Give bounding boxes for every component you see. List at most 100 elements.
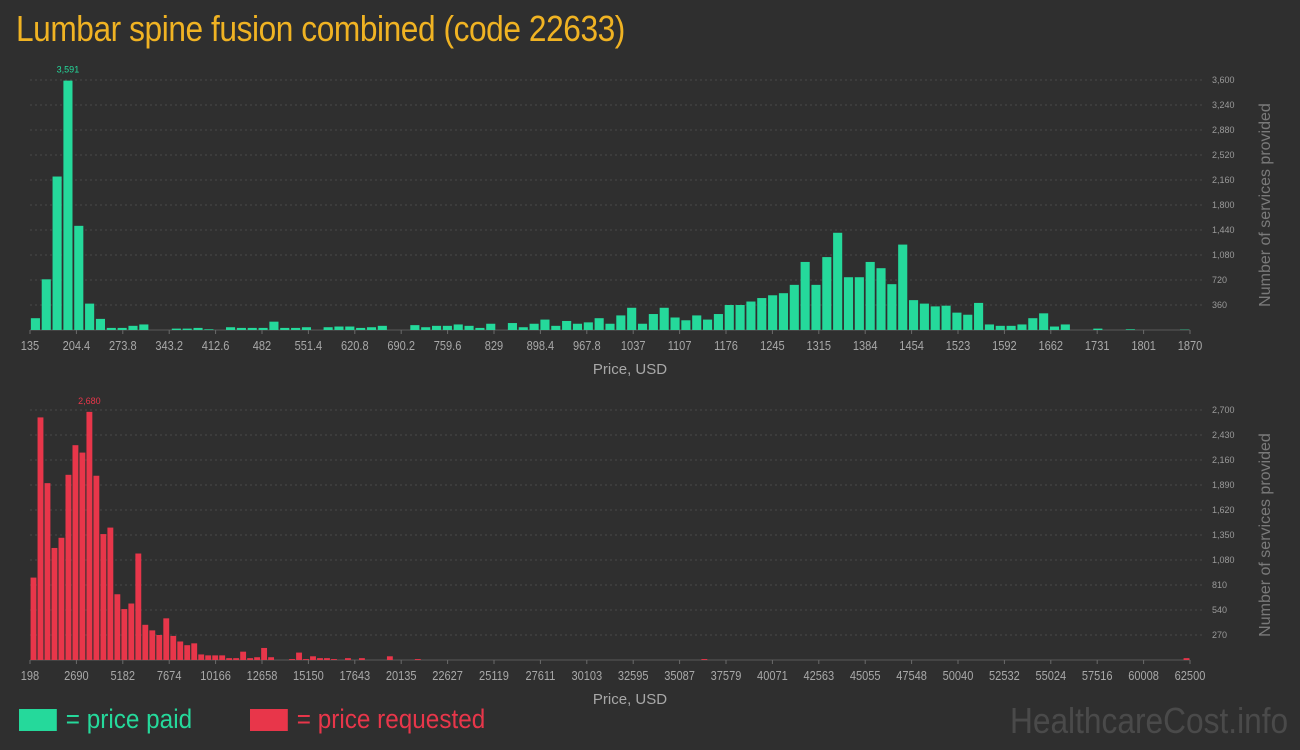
peak-value-label: 3,591	[57, 65, 80, 75]
bar	[191, 643, 198, 660]
bar	[701, 659, 708, 660]
y-tick-label: 270	[1212, 630, 1227, 640]
bar	[908, 300, 919, 330]
bar	[366, 327, 377, 330]
bar	[551, 325, 561, 330]
bar	[63, 80, 73, 330]
bar	[386, 656, 393, 660]
y-tick-label: 2,430	[1212, 430, 1235, 440]
x-tick-label: 7674	[157, 668, 182, 683]
bar	[475, 327, 485, 330]
legend-price-paid: = price paid	[19, 704, 192, 735]
bar	[193, 327, 203, 330]
bar	[226, 327, 236, 330]
bar	[562, 320, 572, 330]
bar	[486, 323, 496, 330]
bar	[345, 326, 355, 330]
bar	[778, 293, 789, 330]
bar	[865, 261, 875, 330]
bar	[323, 327, 333, 330]
bar	[724, 305, 734, 330]
x-tick-label: 551.4	[295, 338, 323, 353]
legend-label-paid: = price paid	[65, 704, 193, 734]
bar	[100, 534, 107, 660]
bar	[843, 277, 854, 330]
bar	[637, 323, 648, 330]
bar	[205, 655, 212, 660]
x-tick-label: 52532	[989, 668, 1020, 683]
x-tick-label: 273.8	[109, 338, 137, 353]
bar	[226, 658, 233, 660]
bar	[789, 284, 799, 330]
bar	[703, 319, 713, 330]
bar	[219, 655, 226, 660]
bar	[356, 327, 366, 330]
watermark: HealthcareCost.info	[1009, 700, 1288, 741]
bar	[334, 326, 344, 330]
bar	[233, 658, 240, 660]
bar	[44, 483, 51, 660]
bar	[30, 577, 37, 660]
bar	[1183, 658, 1190, 660]
x-tick-label: 829	[485, 338, 504, 353]
bar	[331, 659, 337, 660]
x-tick-label: 22627	[432, 668, 463, 683]
x-tick-label: 204.4	[63, 338, 91, 353]
y-tick-label: 3,600	[1212, 75, 1235, 85]
x-tick-label: 20135	[386, 668, 417, 683]
bar	[85, 303, 95, 330]
y-axis-label: Number of services provided	[1257, 433, 1274, 637]
x-tick-label: 1592	[992, 338, 1017, 353]
y-tick-label: 3,240	[1212, 100, 1235, 110]
bar	[1028, 318, 1038, 330]
x-tick-label: 5182	[111, 668, 136, 683]
bar	[963, 314, 973, 330]
y-tick-label: 810	[1212, 580, 1227, 590]
bar	[659, 307, 669, 330]
bar	[952, 312, 962, 330]
bar	[106, 327, 116, 330]
bar	[854, 277, 864, 330]
bar	[377, 325, 387, 330]
bar	[37, 417, 44, 660]
bar	[198, 654, 205, 660]
x-tick-label: 1662	[1039, 338, 1064, 353]
bar	[121, 609, 128, 660]
bar	[984, 324, 994, 330]
bar	[72, 445, 79, 660]
x-tick-label: 50040	[943, 668, 974, 683]
bar	[681, 320, 691, 330]
legend-swatch-paid	[19, 708, 57, 731]
bar	[757, 298, 767, 330]
x-tick-label: 62500	[1175, 668, 1206, 683]
bar	[431, 325, 442, 330]
x-tick-label: 25119	[479, 668, 509, 683]
bar	[58, 537, 65, 660]
x-tick-label: 57516	[1082, 668, 1113, 683]
x-axis-label: Price, USD	[593, 691, 667, 708]
x-tick-label: 690.2	[387, 338, 415, 353]
chart-title: Lumbar spine fusion combined (code 22633…	[16, 8, 625, 49]
x-tick-label: 12658	[247, 668, 278, 683]
bar	[930, 306, 940, 330]
x-tick-label: 40071	[757, 668, 788, 683]
bar	[324, 658, 330, 660]
y-tick-label: 1,890	[1212, 480, 1235, 490]
x-tick-label: 45055	[850, 668, 881, 683]
bar	[572, 323, 583, 330]
bar	[117, 327, 127, 330]
bar	[1049, 326, 1060, 330]
bar	[182, 328, 192, 330]
bar	[212, 655, 219, 660]
x-tick-label: 1801	[1131, 338, 1156, 353]
y-tick-label: 360	[1212, 300, 1227, 310]
bar	[296, 652, 302, 660]
bar	[529, 323, 539, 330]
bar	[746, 301, 756, 330]
bar	[1017, 324, 1027, 330]
y-tick-label: 1,440	[1212, 225, 1235, 235]
y-tick-label: 2,880	[1212, 125, 1235, 135]
x-axis-label: Price, USD	[593, 361, 667, 378]
x-tick-label: 1454	[899, 338, 924, 353]
bar	[310, 656, 316, 660]
